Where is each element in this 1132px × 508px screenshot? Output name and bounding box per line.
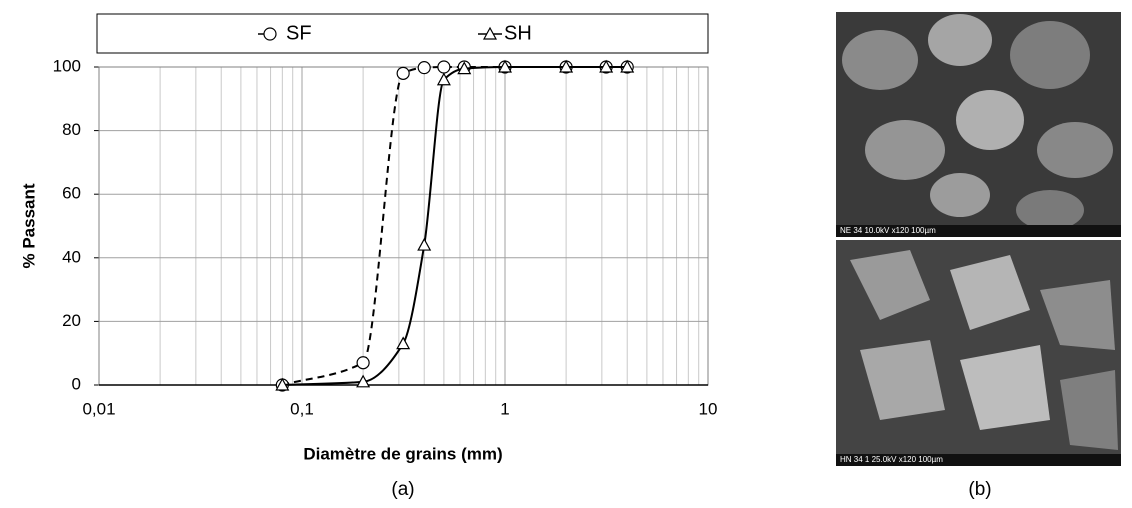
x-tick-label: 0,01: [82, 399, 115, 418]
legend-label: SF: [286, 22, 312, 44]
marker: [438, 61, 450, 73]
image-caption: HN 34 1 25.0kV x120 100µm: [840, 455, 943, 464]
legend-box: [97, 14, 708, 53]
y-tick-label: 40: [62, 247, 81, 266]
series-line: [282, 67, 627, 385]
y-tick-label: 20: [62, 311, 81, 330]
x-tick-label: 10: [699, 399, 718, 418]
marker: [357, 357, 369, 369]
figure: Diamètre de grains (mm) % Passant (a) (b…: [0, 0, 1132, 503]
series-line: [282, 67, 627, 385]
panel-label: (a): [391, 479, 414, 500]
x-axis-title: Diamètre de grains (mm): [303, 444, 502, 463]
marker: [418, 62, 430, 74]
x-tick-label: 1: [500, 399, 509, 418]
marker: [397, 67, 409, 79]
y-axis-title: % Passant: [19, 183, 38, 268]
y-tick-label: 0: [72, 374, 81, 393]
y-tick-label: 60: [62, 184, 81, 203]
y-tick-label: 100: [53, 56, 81, 75]
legend-label: SH: [504, 22, 532, 44]
image-caption: NE 34 10.0kV x120 100µm: [840, 226, 936, 235]
sem-image: HN 34 1 25.0kV x120 100µm: [836, 240, 1121, 466]
x-tick-label: 0,1: [290, 399, 314, 418]
panel-label: (b): [968, 479, 991, 500]
legend-marker: [264, 28, 276, 40]
marker: [418, 239, 430, 250]
sem-image: NE 34 10.0kV x120 100µm: [836, 12, 1121, 237]
y-tick-label: 80: [62, 120, 81, 139]
